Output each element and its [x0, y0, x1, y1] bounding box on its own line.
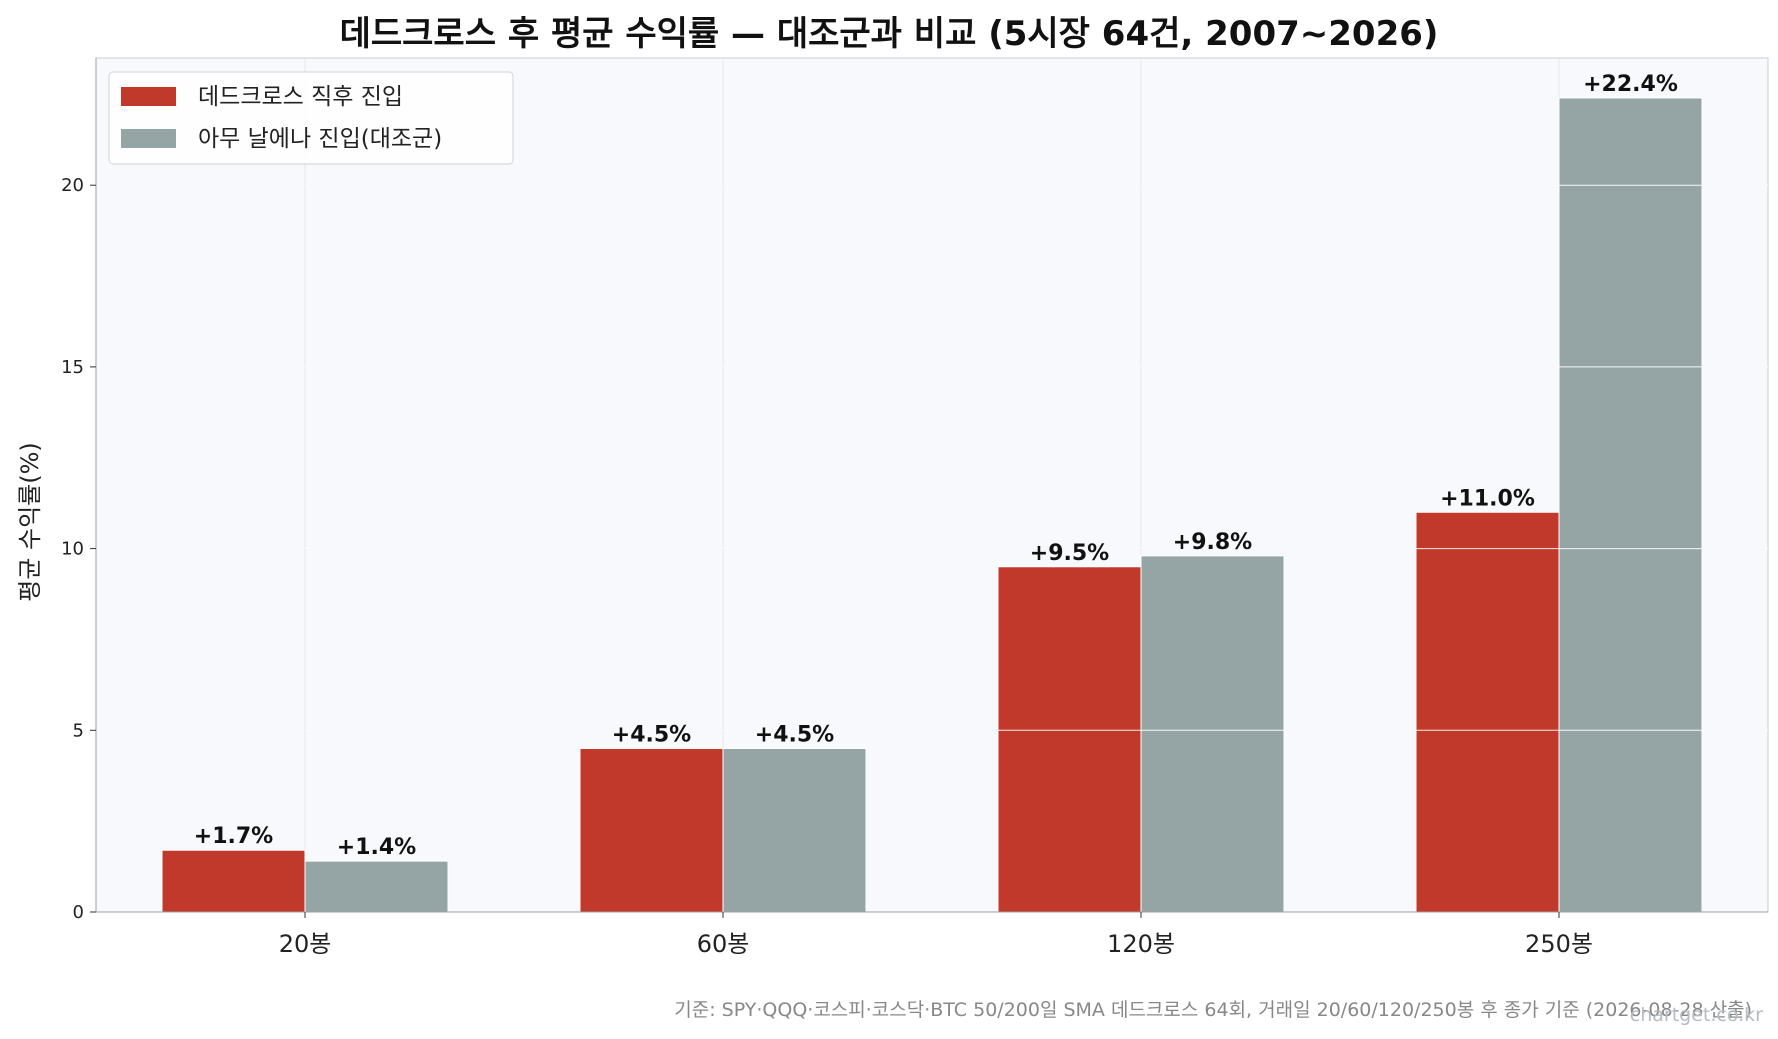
chart-title: 데드크로스 후 평균 수익률 — 대조군과 비교 (5시장 64건, 2007~… [340, 14, 1439, 54]
bar [722, 747, 867, 913]
x-tick-label: 20봉 [279, 930, 332, 958]
data-label: +4.5% [755, 722, 834, 747]
bar [997, 566, 1142, 913]
watermark: chartget.co.kr [1630, 1004, 1763, 1026]
x-axis: 20봉 60봉 120봉 250봉 [96, 911, 1768, 958]
bar [1558, 97, 1703, 913]
legend-box [108, 71, 514, 165]
y-axis: 0 5 10 15 20 [61, 58, 97, 923]
data-label: +9.8% [1173, 530, 1252, 555]
data-label: +9.5% [1030, 541, 1109, 566]
bar [1140, 555, 1285, 913]
legend-swatch [121, 87, 176, 106]
x-tick-label: 250봉 [1525, 930, 1593, 958]
legend-label: 데드크로스 직후 진입 [198, 84, 403, 110]
data-label: +11.0% [1440, 486, 1535, 511]
legend-label: 아무 날에나 진입(대조군) [198, 126, 442, 152]
y-tick-label: 10 [61, 539, 84, 560]
bar [161, 849, 306, 913]
y-tick-label: 0 [73, 902, 84, 923]
data-label: +4.5% [612, 722, 691, 747]
bars [96, 97, 1768, 913]
legend-swatch [121, 129, 176, 148]
y-tick-label: 5 [73, 720, 84, 741]
data-label: +1.4% [337, 835, 416, 860]
x-tick-label: 120봉 [1107, 930, 1175, 958]
data-labels: +1.7% +4.5% +9.5% +11.0% +1.4% +4.5% +9.8% +22.… [194, 72, 1678, 860]
y-tick-label: 15 [61, 357, 84, 378]
data-label: +22.4% [1583, 72, 1678, 97]
x-tick-label: 60봉 [697, 930, 750, 958]
bar [304, 860, 449, 913]
y-axis-label: 평균 수익률(%) [16, 442, 44, 602]
footer-note: 기준: SPY·QQQ·코스피·코스닥·BTC 50/200일 SMA 데드크로… [674, 999, 1752, 1021]
y-tick-label: 20 [61, 175, 84, 196]
bar [1415, 511, 1560, 913]
bar [579, 747, 724, 913]
data-label: +1.7% [194, 824, 273, 849]
